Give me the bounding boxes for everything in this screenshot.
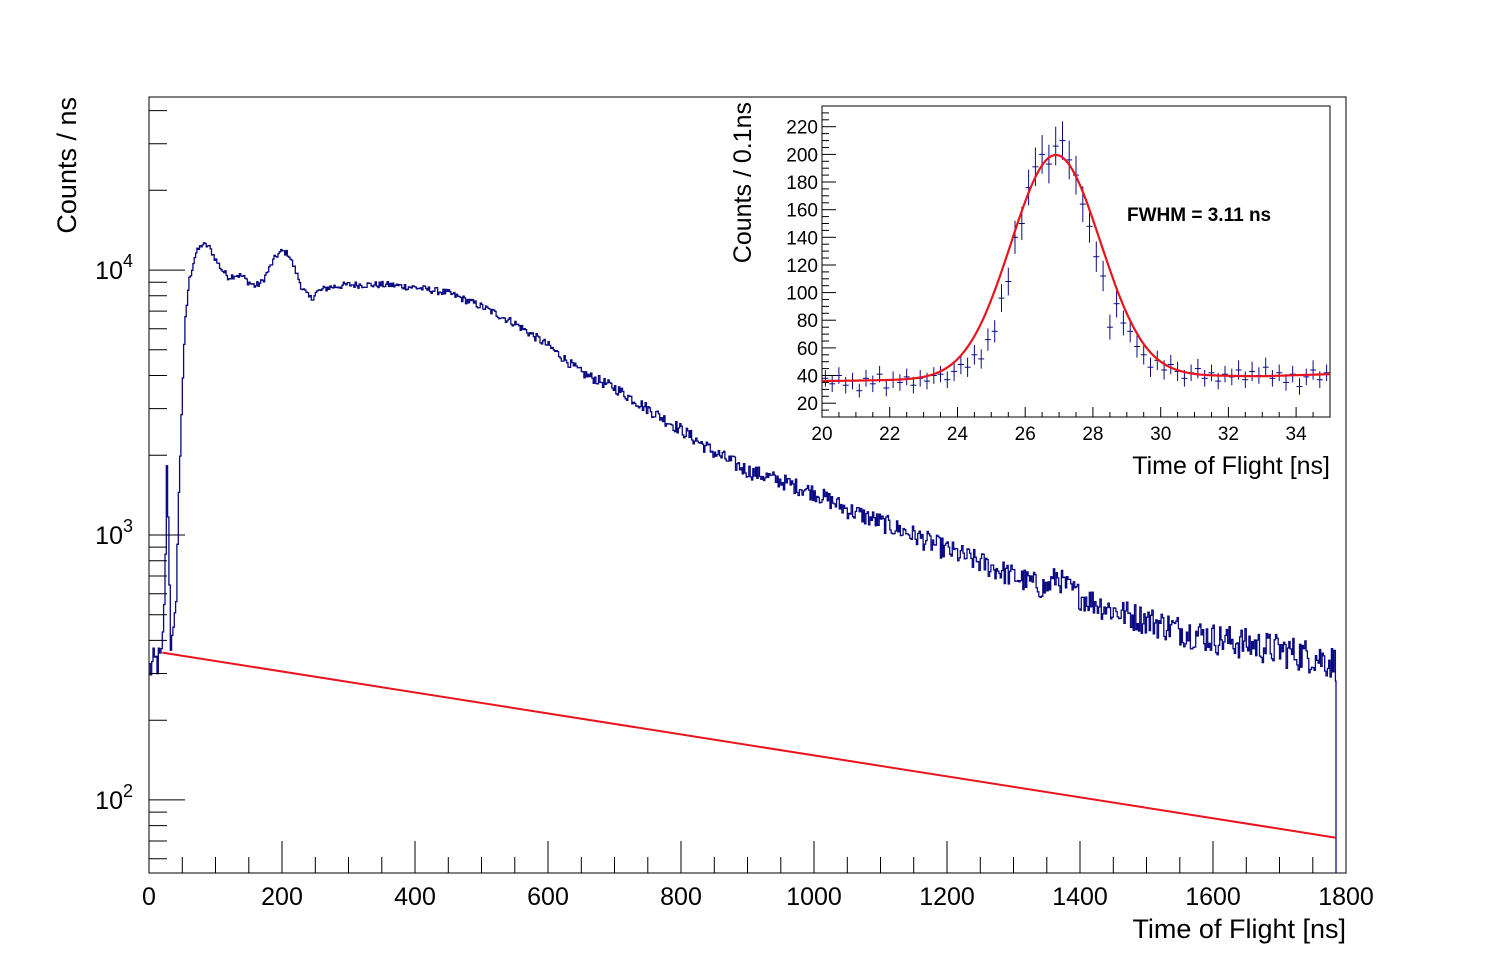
inset-data-point: [896, 374, 903, 391]
main-background-fit-line: [162, 651, 1337, 839]
inset-data-point: [869, 375, 876, 393]
main-x-tick-label: 200: [261, 883, 303, 911]
main-plot-axes: 0 200 400 600 800 1000 1200 1400 1600 1800 102 103 1…: [95, 110, 1374, 911]
inset-data-point: [1066, 140, 1073, 180]
inset-data-point: [951, 361, 958, 382]
inset-data-point: [1201, 370, 1208, 387]
inset-x-tick-label: 26: [1015, 424, 1036, 445]
fwhm-annotation: FWHM = 3.11 ns: [1127, 205, 1271, 226]
inset-y-tick-label: 80: [797, 311, 818, 332]
inset-plot-axes: 20 22 24 26 28 30 32 34 20 40 60 80 100 120 140 160 180 2…: [786, 105, 1331, 445]
inset-data-point: [944, 371, 951, 388]
inset-x-tick-label: 22: [879, 424, 900, 445]
inset-data-point: [1147, 357, 1154, 377]
inset-data-point: [971, 345, 978, 365]
inset-data-point: [964, 357, 971, 377]
inset-data-point: [1140, 345, 1147, 365]
inset-data-point: [1323, 364, 1330, 382]
main-y-tick-label: 102: [95, 781, 133, 815]
inset-data-point: [1242, 371, 1249, 388]
main-plot-marks: [149, 242, 1337, 873]
main-y-tick-label: 103: [95, 516, 133, 550]
main-tof-spectrum-line: [149, 242, 1337, 873]
inset-y-tick-label: 60: [797, 339, 818, 360]
inset-data-point: [1249, 361, 1256, 382]
inset-y-tick-label: 40: [797, 367, 818, 388]
inset-data-point: [1310, 360, 1317, 380]
inset-data-point: [863, 370, 869, 387]
inset-plot-frame: [821, 105, 1331, 418]
inset-data-point: [998, 284, 1005, 312]
inset-data-point: [937, 365, 944, 383]
inset-data-point: [1059, 121, 1066, 160]
main-y-tick-label: 104: [95, 251, 133, 285]
inset-data-point: [1208, 364, 1215, 382]
inset-x-tick-label: 24: [947, 424, 969, 445]
inset-data-point: [903, 368, 910, 386]
inset-data-point: [1113, 289, 1120, 318]
inset-x-axis-title: Time of Flight [ns]: [1132, 452, 1330, 480]
inset-x-tick-label: 20: [811, 424, 832, 445]
inset-y-tick-label: 140: [786, 228, 818, 249]
inset-y-tick-label: 160: [786, 201, 818, 222]
inset-plot-marks: [821, 121, 1330, 398]
inset-data-point: [822, 370, 829, 387]
inset-y-tick-label: 220: [786, 118, 818, 139]
inset-data-point: [1167, 354, 1174, 375]
inset-data-point: [1222, 365, 1228, 383]
inset-data-point: [1134, 335, 1140, 358]
inset-y-axis-title: Counts / 0.1ns: [729, 102, 757, 263]
inset-y-tick-label: 100: [786, 284, 818, 305]
inset-data-point: [1120, 310, 1127, 336]
inset-data-point: [1127, 320, 1134, 343]
inset-y-tick-label: 180: [786, 173, 818, 194]
main-x-axis-title: Time of Flight [ns]: [1132, 914, 1346, 944]
main-x-tick-label: 0: [142, 883, 156, 911]
inset-data-point: [1052, 126, 1059, 166]
inset-y-tick-label: 120: [786, 256, 818, 277]
inset-data-point: [957, 354, 964, 375]
inset-data-point: [978, 349, 985, 369]
inset-data-point: [883, 379, 890, 397]
main-x-tick-label: 1200: [919, 883, 975, 911]
inset-data-point: [991, 320, 998, 343]
inset-x-tick-label: 30: [1150, 424, 1171, 445]
inset-data-point: [1086, 209, 1093, 243]
inset-data-point: [856, 383, 863, 398]
inset-data-point: [1100, 260, 1107, 292]
inset-data-point: [1045, 144, 1052, 184]
main-x-tick-label: 1400: [1052, 883, 1108, 911]
inset-data-point: [1005, 267, 1012, 296]
inset-y-tick-label: 20: [797, 394, 818, 415]
inset-data-point: [829, 375, 836, 393]
inset-data-point: [1269, 370, 1276, 387]
main-x-tick-label: 600: [527, 883, 569, 911]
inset-gaussian-fit-line: [821, 153, 1330, 383]
inset-data-point: [1296, 378, 1303, 395]
inset-data-point: [1283, 374, 1289, 391]
inset-data-point: [1032, 147, 1039, 187]
inset-data-point: [1262, 357, 1269, 377]
inset-data-point: [1093, 241, 1100, 272]
inset-data-point: [984, 328, 991, 351]
main-x-tick-label: 1800: [1318, 883, 1374, 911]
main-x-tick-label: 1600: [1185, 883, 1241, 911]
inset-data-point: [1276, 364, 1283, 382]
inset-y-tick-label: 200: [786, 145, 818, 166]
inset-data-point: [910, 376, 917, 394]
inset-x-tick-label: 34: [1286, 424, 1308, 445]
inset-data-point: [1303, 368, 1310, 386]
main-y-axis-title: Counts / ns: [52, 97, 82, 234]
main-x-tick-label: 1000: [786, 883, 842, 911]
inset-data-point: [1039, 135, 1046, 174]
inset-x-tick-label: 28: [1082, 424, 1103, 445]
inset-data-point: [1106, 314, 1113, 340]
inset-x-tick-label: 32: [1218, 424, 1239, 445]
main-x-tick-label: 400: [394, 883, 436, 911]
main-x-tick-label: 800: [660, 883, 702, 911]
